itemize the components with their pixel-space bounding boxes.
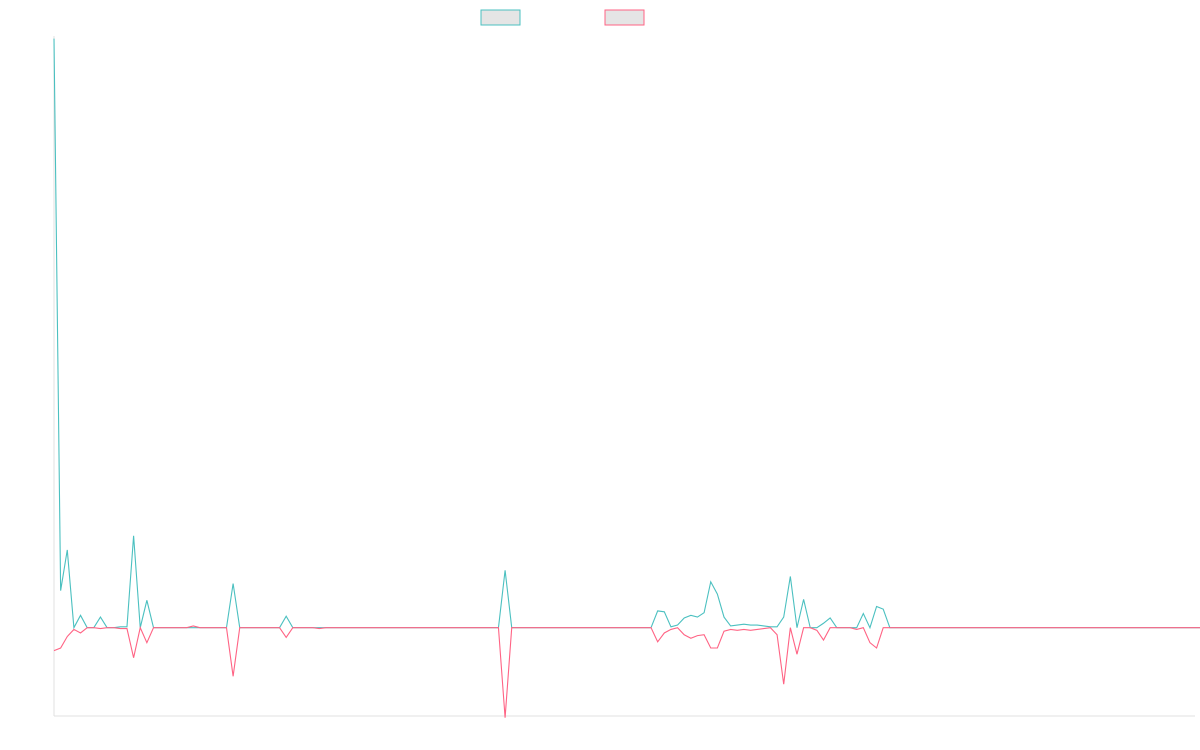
legend-swatch-2[interactable] [604, 9, 645, 26]
axes [53, 36, 1195, 717]
series-layer [53, 38, 1200, 718]
series-line-1 [53, 38, 1200, 630]
legend-swatch-1[interactable] [480, 9, 521, 26]
legend[interactable] [480, 9, 645, 26]
series-line-2 [53, 625, 1200, 718]
